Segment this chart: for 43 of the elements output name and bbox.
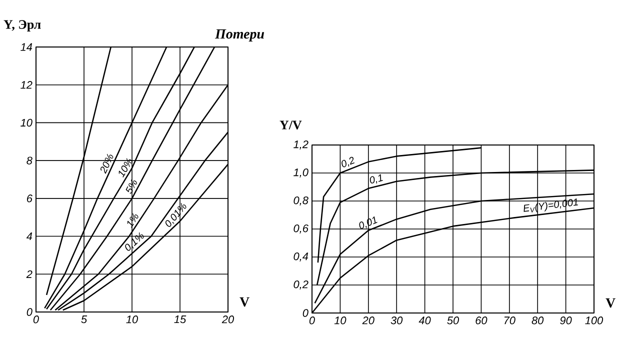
y-tick-label: 1,2: [294, 140, 308, 150]
x-tick-label: 30: [390, 316, 403, 324]
y-tick-label: 8: [26, 156, 32, 164]
x-tick-label: 80: [532, 316, 544, 324]
x-tick-label: 5: [81, 316, 88, 324]
x-tick-label: 100: [585, 316, 604, 324]
y-tick-label: 0,6: [294, 224, 308, 234]
y-tick-label: 0,8: [294, 196, 308, 206]
y-tick-label: 0,4: [294, 252, 308, 262]
x-tick-label: 20: [222, 316, 234, 324]
x-tick-label: 10: [126, 316, 138, 324]
x-tick-label: 40: [418, 316, 431, 324]
x-tick-label: 0: [33, 316, 39, 324]
text: 0,01: [359, 216, 378, 229]
y-tick-label: 0: [302, 309, 308, 317]
x-tick-label: 60: [476, 316, 488, 324]
x-tick-label: 10: [334, 316, 346, 324]
y-tick-label: 10: [20, 118, 32, 127]
legend-title: Потери: [214, 29, 264, 42]
y-tick-label: 0: [26, 308, 32, 316]
text: 5%: [126, 179, 137, 194]
text: 1%: [127, 213, 138, 228]
x-tick-label: 20: [362, 316, 374, 324]
x-tick-label: 50: [447, 316, 460, 324]
x-tick-label: 90: [560, 316, 572, 324]
x-tick-label: 15: [174, 316, 186, 324]
y-tick-label: 1,0: [294, 168, 308, 178]
y-axis-title: Y, Эрл: [4, 20, 41, 32]
x-tick-label: 70: [504, 316, 516, 324]
x-axis-title: V: [240, 297, 250, 307]
y-tick-label: 4: [26, 232, 32, 240]
y-tick-label: 2: [26, 270, 32, 278]
x-axis-title: V: [606, 298, 616, 308]
y-tick-label: 14: [20, 43, 32, 51]
y-axis-title: Y/V: [280, 120, 302, 130]
y-tick-label: 12: [20, 81, 32, 89]
y-tick-label: 0,2: [294, 280, 308, 290]
y-tick-label: 6: [27, 194, 32, 202]
text: E$_{V}$(Y)=0,001: [524, 198, 578, 212]
text: 20%: [100, 154, 114, 174]
text: 0,2: [342, 156, 354, 168]
text: 0,1: [370, 174, 383, 184]
x-tick-label: 0: [309, 316, 315, 324]
